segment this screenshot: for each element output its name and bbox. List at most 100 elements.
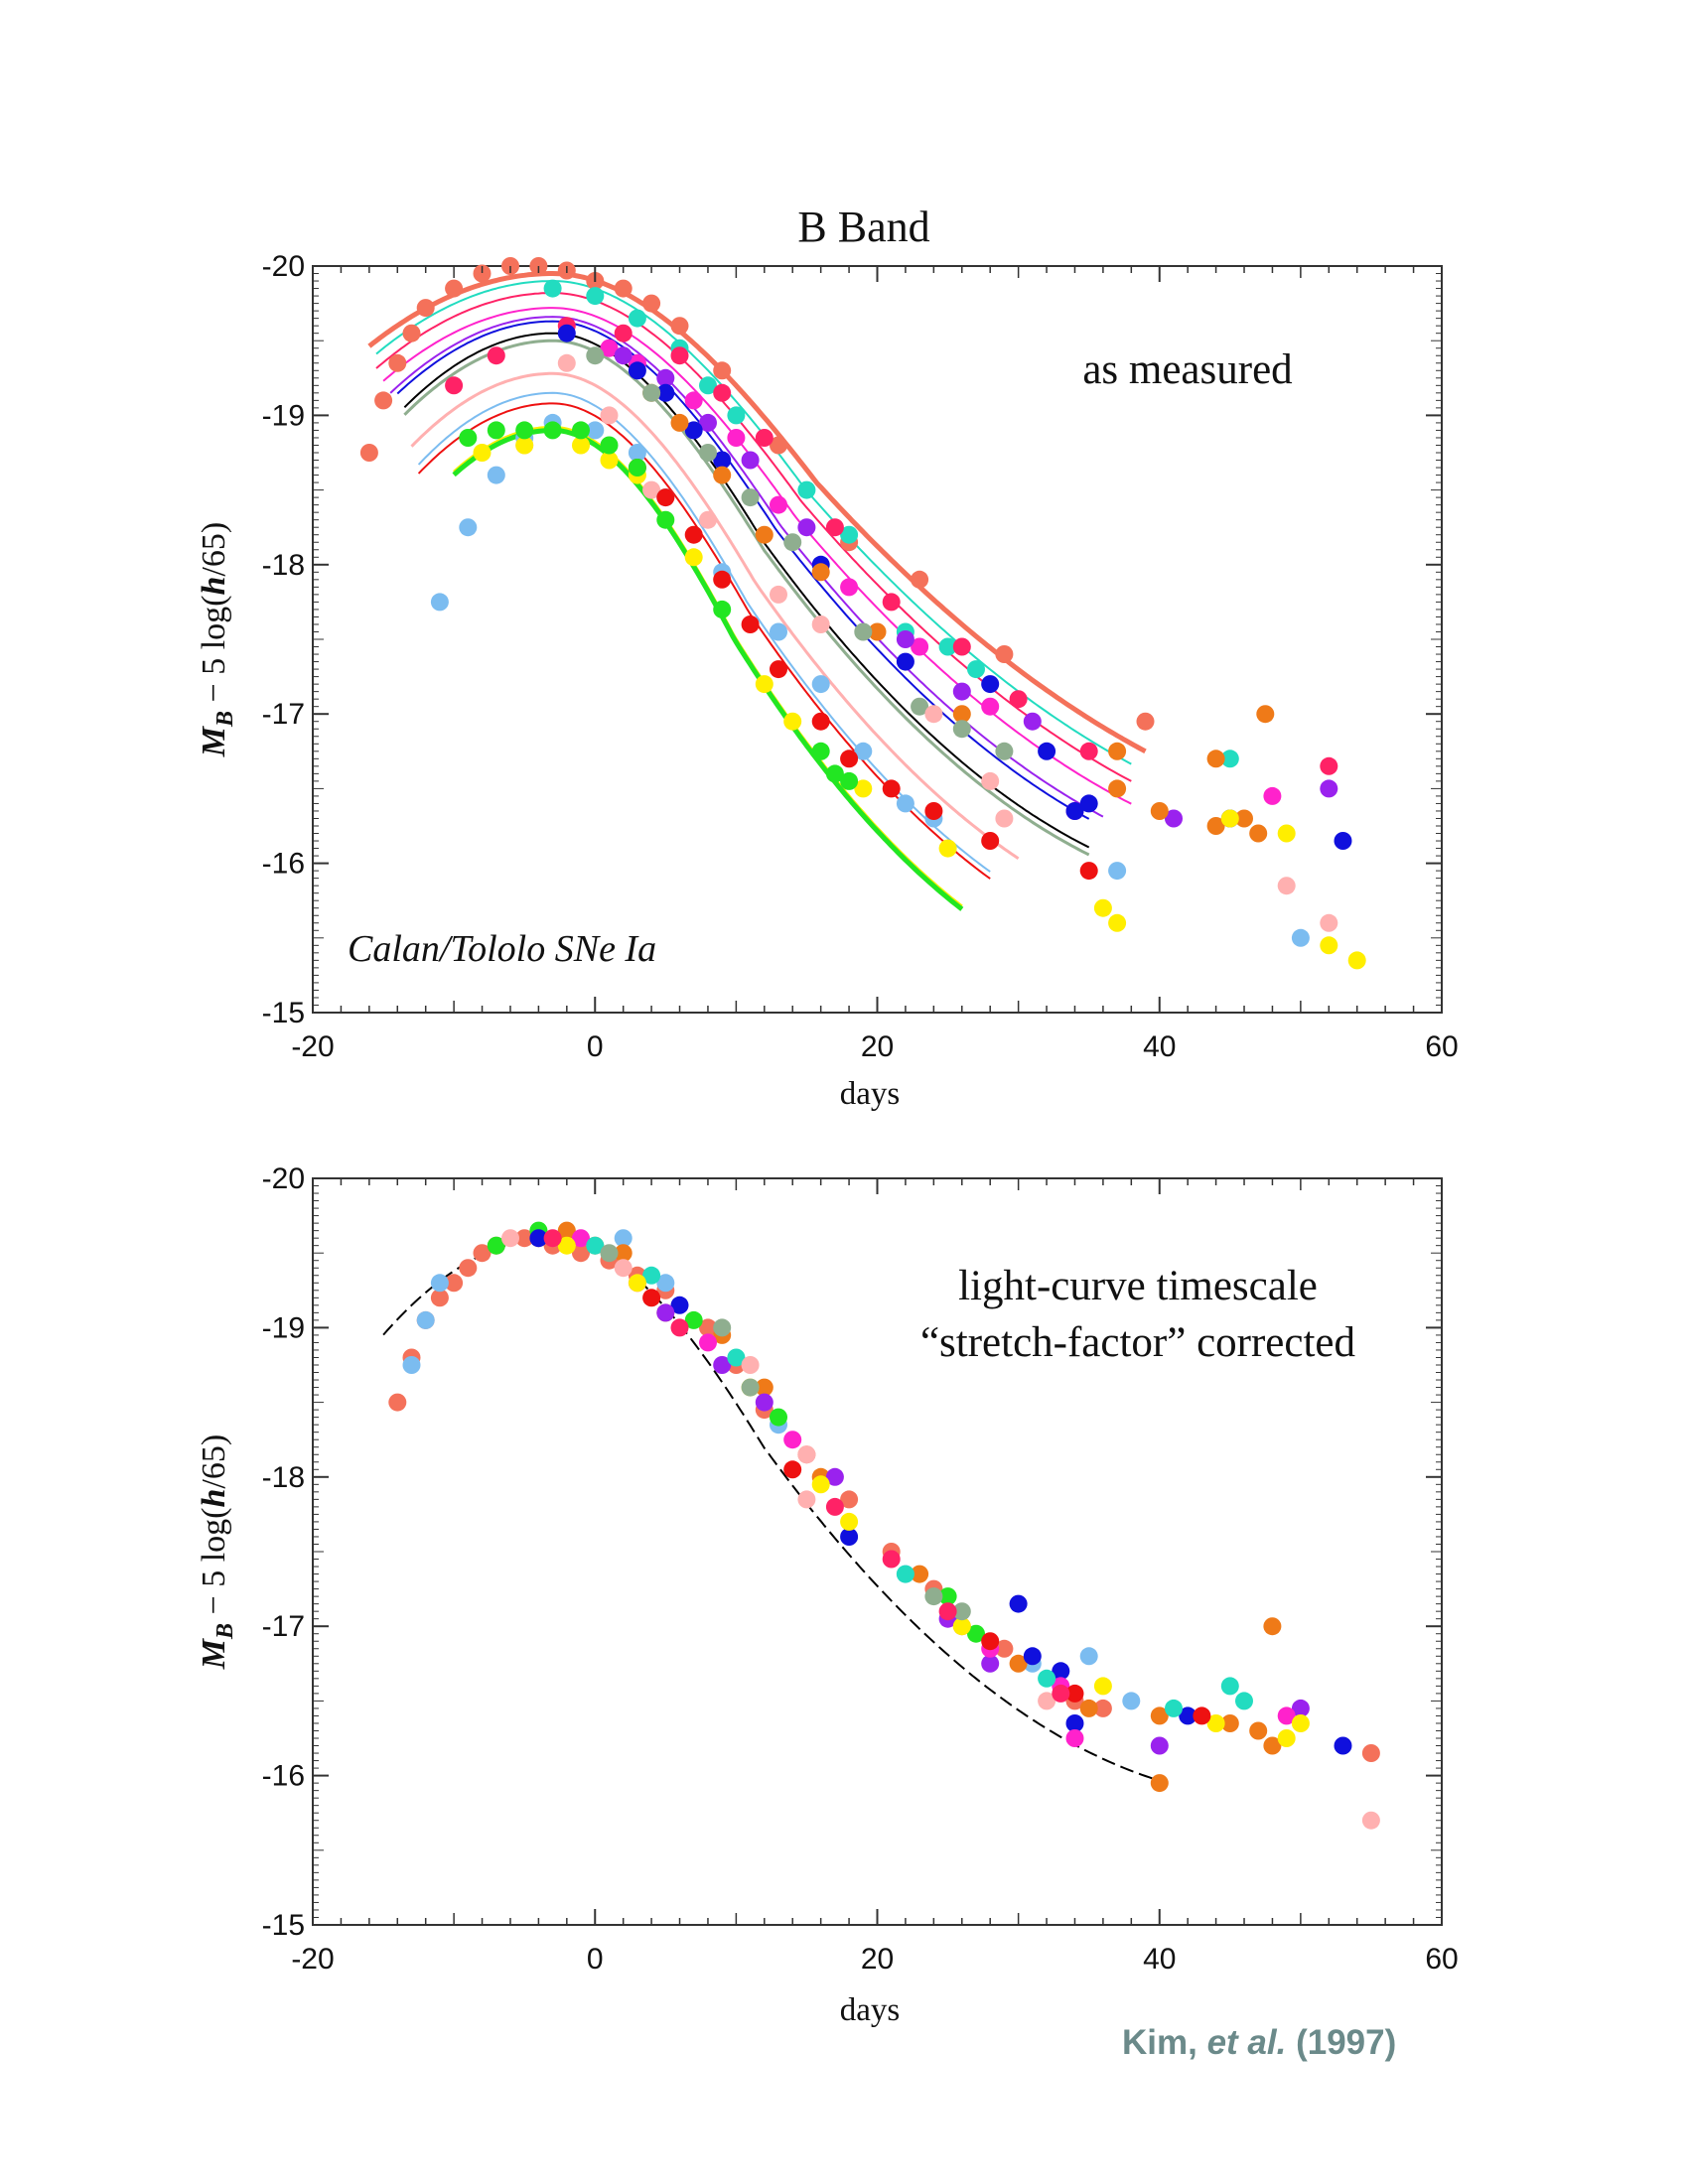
data-point-red (924, 802, 943, 820)
data-point-gray (741, 1378, 760, 1397)
data-point-green (811, 742, 830, 760)
data-point-yellow (1093, 898, 1112, 917)
data-point-orange (1206, 750, 1225, 768)
data-point-gray (699, 444, 717, 462)
y-tick-label: -16 (262, 1760, 305, 1793)
data-point-salmon (402, 324, 421, 342)
data-point-blue (840, 1528, 859, 1546)
data-point-green (487, 421, 505, 440)
data-point-orange (1256, 705, 1275, 724)
data-point-gray (911, 697, 929, 716)
data-point-blue (981, 675, 1000, 694)
data-point-salmon (670, 317, 689, 336)
data-point-gray (600, 1244, 619, 1263)
data-point-gray (783, 533, 802, 552)
data-point-salmon (430, 1289, 449, 1307)
data-point-purple (614, 346, 633, 365)
data-point-crimson (755, 429, 774, 447)
data-point-blue (896, 652, 914, 671)
data-point-orange (1206, 817, 1225, 835)
x-tick-label: 0 (587, 1030, 604, 1063)
data-point-magenta (699, 1333, 717, 1352)
data-point-salmon (995, 645, 1014, 663)
data-point-red (770, 660, 787, 679)
data-point-green (515, 421, 534, 440)
data-point-red (882, 779, 901, 798)
bottom-annotation-line1: light-curve timescale (958, 1263, 1318, 1309)
data-point-yellow (1206, 1714, 1225, 1732)
data-point-orange (1150, 1706, 1169, 1725)
data-point-blue (1179, 1706, 1197, 1725)
bottom-axes: -20 0 20 40 60 -20 -19 -18 -17 -16 -15 (262, 1162, 1459, 1976)
top-annotation-as-measured: as measured (1082, 346, 1292, 393)
data-point-lightblue (1079, 1647, 1098, 1666)
citation-credit: Kim, et al. (1997) (1122, 2023, 1396, 2063)
data-point-green (600, 436, 619, 455)
data-point-green (713, 600, 732, 618)
fit-curve-blue (396, 320, 1090, 820)
data-point-salmon (1136, 712, 1155, 731)
data-point-magenta (840, 578, 859, 597)
data-point-blue (1065, 1714, 1084, 1732)
data-point-orange (1079, 1699, 1098, 1717)
data-point-salmon (911, 570, 929, 589)
data-point-blue (1052, 1662, 1070, 1681)
data-point-salmon (642, 294, 661, 313)
data-point-purple (1291, 1699, 1310, 1717)
credit-author: Kim, (1122, 2023, 1207, 2062)
data-point-salmon (770, 436, 787, 455)
y-label-mid: − 5 log( (196, 1508, 232, 1623)
y-tick-label: -20 (262, 250, 305, 283)
data-point-blue (1038, 742, 1056, 760)
x-tick-label: 40 (1143, 1943, 1176, 1976)
data-point-pink (770, 585, 787, 604)
data-point-yellow (1220, 809, 1239, 828)
data-point-magenta (1277, 1706, 1296, 1725)
y-label-mid: − 5 log( (196, 596, 232, 711)
y-label-sub: B (212, 1623, 238, 1640)
data-point-red (656, 488, 675, 507)
data-point-yellow (1347, 951, 1366, 970)
credit-etal: et al. (1206, 2023, 1287, 2062)
data-point-crimson (825, 1497, 844, 1516)
data-point-crimson (1320, 756, 1338, 775)
data-point-magenta (727, 429, 746, 447)
data-point-blue (628, 361, 646, 380)
data-point-lightblue (811, 675, 830, 694)
y-tick-label: -19 (262, 399, 305, 432)
data-point-orange (1009, 1654, 1028, 1673)
data-point-salmon (699, 1318, 717, 1337)
data-point-orange (614, 1244, 633, 1263)
data-point-gray (995, 742, 1014, 760)
x-tick-label: -20 (291, 1030, 334, 1063)
fit-curve-gray (403, 339, 1090, 857)
data-point-salmon (614, 279, 633, 298)
data-point-crimson (487, 346, 505, 365)
data-point-pink (741, 1356, 760, 1374)
data-point-lightblue (416, 1310, 435, 1329)
fit-curve-green (452, 427, 964, 911)
data-point-pink (1361, 1811, 1380, 1830)
data-point-crimson (938, 1602, 957, 1621)
data-point-lightblue (854, 742, 873, 760)
data-point-yellow (811, 1475, 830, 1494)
data-point-salmon (713, 361, 732, 380)
data-point-orange (1263, 1617, 1282, 1636)
data-point-purple (825, 1467, 844, 1486)
y-label-sub: B (212, 711, 238, 728)
data-point-orange (1249, 1721, 1268, 1740)
data-point-blue (713, 451, 732, 470)
data-point-cyan (967, 660, 985, 679)
data-point-crimson (614, 324, 633, 342)
data-point-yellow (1093, 1677, 1112, 1696)
data-point-cyan (543, 279, 562, 298)
data-point-yellow (515, 436, 534, 455)
data-point-pink (1277, 877, 1296, 895)
data-point-gray (713, 1318, 732, 1337)
data-point-crimson (952, 637, 971, 656)
y-tick-label: -15 (262, 1909, 305, 1942)
data-point-lightblue (586, 421, 605, 440)
data-point-pink (614, 1259, 633, 1278)
data-point-red (1065, 1684, 1084, 1703)
data-point-green (825, 764, 844, 783)
